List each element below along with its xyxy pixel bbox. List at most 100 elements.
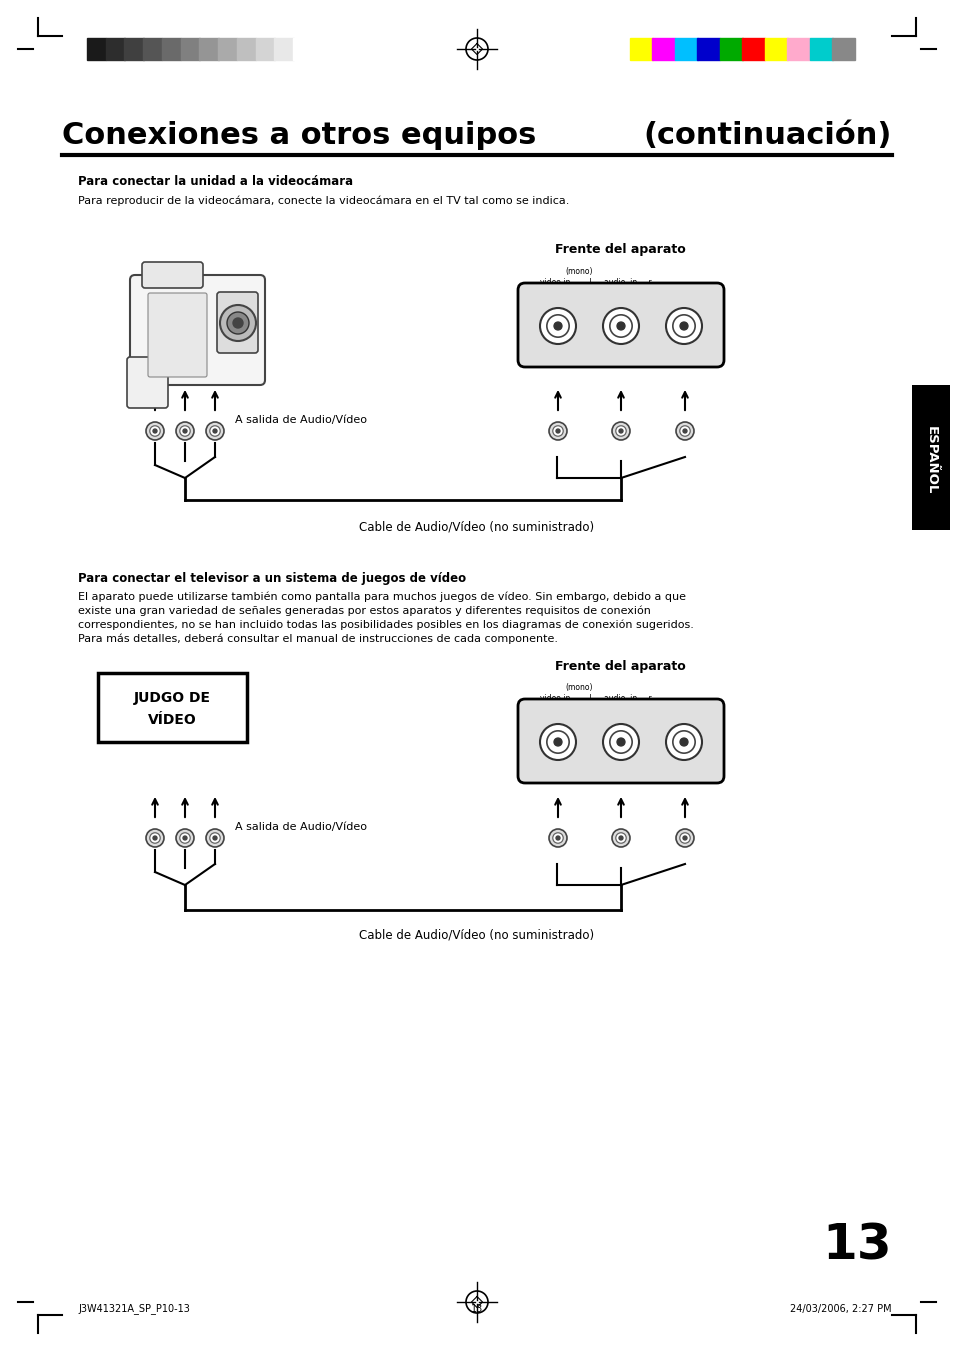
FancyBboxPatch shape [517,698,723,784]
Bar [741,38,764,59]
Bar [652,38,675,59]
Text: J3W41321A_SP_P10-13: J3W41321A_SP_P10-13 [78,1304,190,1315]
Text: JUDGO DE: JUDGO DE [133,692,211,705]
Circle shape [213,430,216,432]
FancyBboxPatch shape [216,292,257,353]
Text: existe una gran variedad de señales generadas por estos aparatos y diferentes re: existe una gran variedad de señales gene… [78,607,650,616]
Circle shape [539,724,576,761]
Circle shape [672,315,695,338]
FancyBboxPatch shape [148,293,207,377]
Text: (continuación): (continuación) [643,122,891,150]
Circle shape [179,832,190,843]
Circle shape [665,308,701,345]
Bar [629,38,652,59]
Circle shape [220,305,255,340]
Text: Para conectar la unidad a la videocámara: Para conectar la unidad a la videocámara [78,176,353,188]
Circle shape [679,832,690,843]
Circle shape [233,317,243,328]
Circle shape [615,832,625,843]
Text: 13: 13 [471,1304,482,1315]
Circle shape [548,422,566,440]
Text: (mono): (mono) [564,684,592,692]
Bar [180,38,200,59]
Circle shape [665,724,701,761]
Circle shape [150,426,160,436]
Circle shape [679,322,687,330]
Text: Cable de Audio/Vídeo (no suministrado): Cable de Audio/Vídeo (no suministrado) [359,520,594,534]
FancyBboxPatch shape [98,673,247,742]
Circle shape [602,308,639,345]
Text: Cable de Audio/Vídeo (no suministrado): Cable de Audio/Vídeo (no suministrado) [359,928,594,942]
Bar [87,38,106,59]
Bar [274,38,294,59]
Circle shape [213,836,216,840]
Circle shape [146,830,164,847]
Bar [832,38,855,59]
Circle shape [146,422,164,440]
Bar [764,38,787,59]
Circle shape [183,836,187,840]
Circle shape [618,430,622,432]
Circle shape [183,430,187,432]
Circle shape [676,830,693,847]
Circle shape [612,830,629,847]
Bar [218,38,237,59]
Circle shape [227,312,249,334]
Circle shape [179,426,190,436]
Bar [143,38,162,59]
Circle shape [210,426,220,436]
Circle shape [612,422,629,440]
Bar [255,38,274,59]
Circle shape [615,426,625,436]
Text: video in        l — audio  in − r: video in l — audio in − r [539,278,651,286]
Circle shape [609,315,632,338]
Text: A salida de Audio/Vídeo: A salida de Audio/Vídeo [234,821,367,832]
Circle shape [556,836,559,840]
Circle shape [539,308,576,345]
Bar [162,38,181,59]
Bar [697,38,720,59]
Circle shape [546,731,569,753]
Bar [809,38,832,59]
FancyBboxPatch shape [127,357,168,408]
FancyBboxPatch shape [130,276,265,385]
Circle shape [206,422,224,440]
Text: 13: 13 [821,1221,891,1269]
Bar [786,38,810,59]
Bar [293,38,313,59]
Circle shape [554,738,561,746]
Circle shape [206,830,224,847]
Circle shape [554,322,561,330]
Text: VÍDEO: VÍDEO [148,713,196,727]
Circle shape [175,830,193,847]
Circle shape [618,836,622,840]
Circle shape [210,832,220,843]
Circle shape [679,738,687,746]
Text: Conexiones a otros equipos: Conexiones a otros equipos [62,122,536,150]
Circle shape [552,426,562,436]
Text: A salida de Audio/Vídeo: A salida de Audio/Vídeo [234,415,367,426]
Text: Para más detalles, deberá consultar el manual de instrucciones de cada component: Para más detalles, deberá consultar el m… [78,634,558,644]
Circle shape [609,731,632,753]
Text: 24/03/2006, 2:27 PM: 24/03/2006, 2:27 PM [789,1304,891,1315]
FancyBboxPatch shape [517,282,723,367]
Text: (mono): (mono) [564,267,592,276]
Circle shape [602,724,639,761]
Bar [199,38,218,59]
Text: Frente del aparato: Frente del aparato [554,243,684,255]
Circle shape [150,832,160,843]
Circle shape [152,430,157,432]
Circle shape [175,422,193,440]
Text: Para conectar el televisor a un sistema de juegos de vídeo: Para conectar el televisor a un sistema … [78,571,466,585]
Circle shape [556,430,559,432]
FancyBboxPatch shape [142,262,203,288]
Bar [106,38,125,59]
Bar [720,38,742,59]
Circle shape [682,430,686,432]
Circle shape [617,322,624,330]
Text: Para reproducir de la videocámara, conecte la videocámara en el TV tal como se i: Para reproducir de la videocámara, conec… [78,196,569,207]
Circle shape [676,422,693,440]
Circle shape [617,738,624,746]
Bar [675,38,698,59]
Circle shape [682,836,686,840]
